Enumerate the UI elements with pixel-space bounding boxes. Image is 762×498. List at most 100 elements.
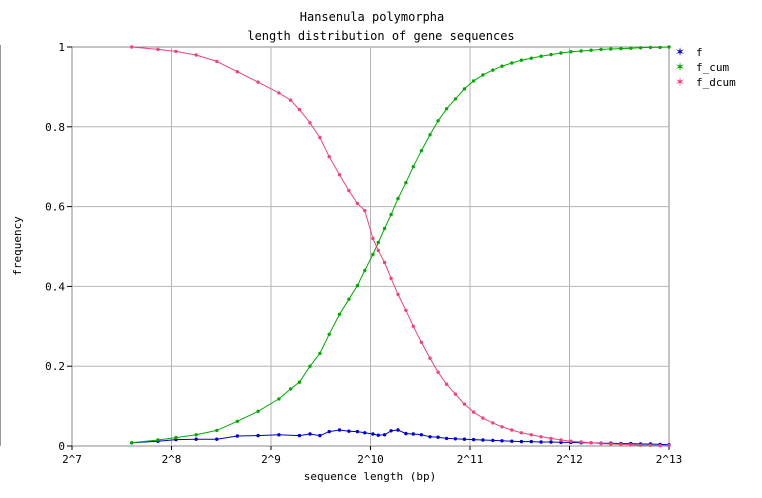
y-tick-label: 0.2 [45,360,65,373]
data-point-f_cum [569,50,573,54]
data-point-f [376,433,380,437]
data-point-f_cum [419,149,424,153]
data-point-f_cum [510,61,514,65]
data-point-f_cum [559,51,563,55]
data-point-f [428,435,432,439]
data-point-f [549,440,553,444]
data-point-f_dcum [453,392,458,396]
data-point-f_cum [297,380,302,384]
data-point-f [491,438,495,443]
data-point-f [559,440,563,445]
data-point-f [297,433,302,438]
data-point-f_dcum [327,155,331,159]
data-point-f [500,439,504,443]
data-point-f [355,429,360,434]
data-point-f_cum [481,73,485,77]
data-point-f [382,433,387,437]
data-point-f_cum [667,45,671,49]
legend-marker: ✶ [675,45,685,59]
data-point-f_dcum [215,59,219,64]
data-point-f_cum [156,438,160,442]
data-point-f_dcum [648,443,653,447]
data-point-f [519,439,524,444]
data-point-f [462,437,467,441]
data-point-f_dcum [549,436,553,441]
data-point-f_dcum [318,135,322,140]
legend-marker: ✶ [675,60,685,74]
x-tick-label: 2^12 [556,453,583,466]
legend-label: f_cum [696,61,729,74]
data-point-f_cum [389,212,393,217]
series-group [130,45,671,448]
legend-marker: ✶ [675,75,685,89]
data-point-f_cum [619,46,623,51]
data-point-f_dcum [337,173,342,177]
data-point-f_dcum [389,276,393,281]
y-tick-label: 0.4 [45,280,65,293]
data-point-f [371,432,375,436]
data-point-f_cum [355,283,360,288]
data-point-f_cum [579,49,583,53]
data-point-f_cum [549,52,553,57]
data-point-f_cum [337,312,342,316]
data-point-f_dcum [256,80,260,84]
legend-label: f [696,46,703,59]
data-point-f [471,437,476,442]
data-point-f [194,437,198,441]
data-point-f_cum [529,56,533,60]
x-axis-label: sequence length (bp) [304,470,436,483]
y-axis-label: frequency [11,216,24,276]
data-point-f_cum [308,364,312,368]
data-point-f_dcum [355,201,360,206]
data-point-f_dcum [500,425,504,429]
data-point-f [404,431,408,436]
data-point-f_dcum [130,45,134,49]
data-point-f_dcum [599,441,603,446]
x-tick-label: 2^7 [62,453,82,466]
data-point-f_dcum [419,340,424,344]
data-point-f_dcum [288,98,293,102]
data-point-f_dcum [519,431,524,435]
data-point-f_cum [411,165,415,169]
data-point-f_cum [589,48,593,52]
data-point-f [337,428,342,432]
data-point-f [277,433,281,437]
y-axis-ticks: 0 0.2 0.4 0.6 0.8 1 [45,41,72,453]
data-point-f_cum [539,54,543,58]
data-point-f_cum [347,297,351,301]
data-point-f [419,433,424,437]
data-point-f_cum [396,196,400,201]
data-point-f [308,432,312,436]
data-point-f_cum [382,226,387,231]
data-point-f_dcum [363,208,367,213]
data-point-f_cum [500,64,504,68]
data-point-f [327,429,331,434]
data-point-f [347,429,351,433]
data-point-f [235,434,239,438]
data-point-f_cum [327,332,331,336]
data-point-f [436,435,440,439]
data-point-f [529,439,533,444]
data-point-f [444,436,449,441]
data-point-f [318,433,322,438]
x-tick-label: 2^10 [357,453,384,466]
data-point-f_dcum [559,438,563,442]
y-tick-label: 0.8 [45,121,65,134]
data-point-f_cum [404,181,408,185]
data-point-f_dcum [376,248,380,253]
data-point-f_cum [436,119,440,123]
data-point-f_cum [376,240,380,245]
chart-title-line-2: length distribution of gene sequences [247,29,514,43]
data-point-f [453,437,458,441]
data-point-f [411,432,415,436]
x-tick-label: 2^13 [656,453,683,466]
data-point-f_dcum [297,107,302,112]
data-point-f_dcum [529,433,533,437]
data-point-f_dcum [174,49,178,54]
data-point-f_dcum [609,442,613,446]
data-point-f_dcum [404,308,408,312]
data-point-f_dcum [382,260,387,265]
data-point-f_cum [363,268,367,273]
data-point-f_cum [453,97,458,101]
